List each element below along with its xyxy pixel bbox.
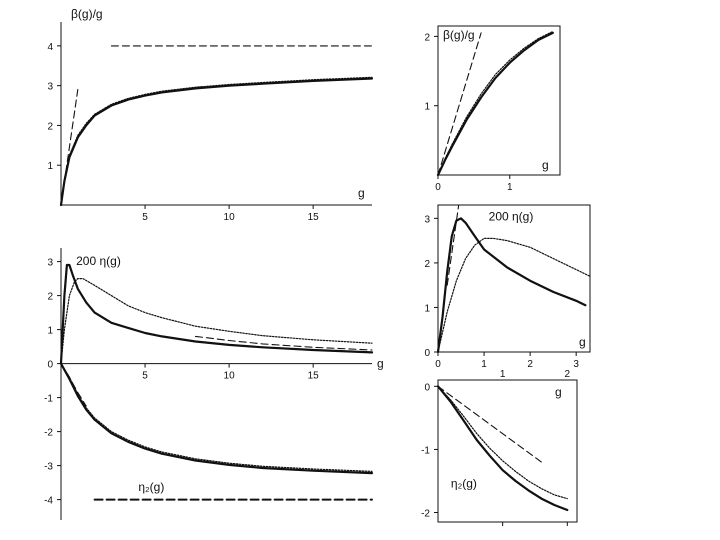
eta-main-ytick-label: 3 (47, 258, 53, 269)
eta-main-ytick-label: -3 (44, 462, 53, 473)
eta2-inset-annotation-0: η₂(g) (451, 476, 477, 490)
eta-inset-ytick-label: 3 (424, 214, 430, 225)
beta-inset-series-1-dotted (437, 30, 554, 176)
beta-inset-series-2-dashed (437, 32, 482, 176)
beta-main-ytick-label: 3 (47, 82, 53, 93)
eta-main-series-3-solid (59, 362, 374, 475)
eta2-inset-ytick-label: -2 (421, 509, 430, 520)
eta-inset-series-1-dotted (437, 237, 591, 353)
eta-inset-ytick-label: 1 (424, 303, 430, 314)
beta-inset-ytick-label: 1 (424, 102, 430, 113)
eta-main-xtick-label: 5 (142, 371, 148, 382)
eta-main-ytick-label: 0 (47, 360, 53, 371)
eta2-inset-series-0-solid (436, 385, 569, 512)
beta-inset-ytick-label: 2 (424, 32, 430, 43)
eta-main-series-2-dashed (194, 335, 373, 351)
eta-inset-xtick-label: 1 (481, 359, 487, 370)
eta-main-xtick-label: 15 (308, 371, 320, 382)
eta2-inset-series-2-dashed (437, 385, 542, 463)
eta-main-annotation-1: η₂(g) (138, 480, 164, 494)
beta-inset-panel: 0 1 1 2 β(g)/g g (424, 25, 561, 193)
eta2-inset-panel: 1 2 0 -1 -2 g η₂(g) (421, 369, 578, 526)
eta-main-series-1-dotted (60, 278, 373, 365)
eta-inset-ytick-label: 2 (424, 259, 430, 270)
beta-main-panel: 5 10 15 1 2 3 4 β(g)/g g (47, 7, 374, 223)
eta2-inset-ytick-label: 0 (424, 382, 430, 393)
eta-main-series-0-solid (59, 263, 374, 365)
eta-main-ytick-label: 1 (47, 326, 53, 337)
eta-main-ytick-label: -1 (44, 394, 53, 405)
eta-main-xlabel: g (377, 357, 384, 371)
eta-main-ytick-label: -2 (44, 428, 53, 439)
eta-inset-xtick-label: 3 (573, 359, 579, 370)
beta-inset-xlabel: g (542, 158, 549, 172)
eta2-inset-xtick-label: 2 (565, 369, 571, 380)
eta-main-series-5-dashed (60, 363, 87, 407)
eta2-inset-ytick-label: -1 (421, 445, 430, 456)
beta-main-xtick-label: 10 (224, 212, 236, 223)
beta-inset-series-0-solid (436, 31, 554, 177)
eta2-inset-xlabel: g (555, 385, 562, 399)
eta-main-annotation-0: 200 η(g) (76, 254, 121, 268)
beta-main-series-2-dashed (60, 89, 79, 206)
eta-inset-xtick-label: 0 (435, 359, 441, 370)
beta-main-xtick-label: 15 (308, 212, 320, 223)
eta-inset-xtick-label: 2 (527, 359, 533, 370)
beta-main-series-0-solid (59, 77, 374, 207)
beta-inset-xtick-label: 0 (435, 182, 441, 193)
beta-main-ytick-label: 4 (47, 42, 53, 53)
eta-inset-annotation-0: 200 η(g) (489, 210, 534, 224)
eta-inset-frame (437, 204, 591, 353)
eta2-inset-series-1-dotted (437, 385, 568, 500)
beta-main-ytick-label: 2 (47, 121, 53, 132)
eta-inset-series-2-dashed (446, 204, 460, 286)
beta-inset-frame (437, 25, 561, 176)
eta-main-panel: 5 10 15 -4 -3 -2 -1 0 1 2 3 g 200 η(g) η₂(g) (44, 248, 384, 520)
beta-main-ytick-label: 1 (47, 161, 53, 172)
eta-inset-series-0-solid (436, 217, 587, 354)
beta-inset-xtick-label: 1 (507, 182, 513, 193)
eta-main-series-4-dotted (60, 363, 373, 472)
beta-main-ylabel: β(g)/g (71, 7, 103, 21)
eta-inset-ytick-label: 0 (424, 348, 430, 359)
eta-main-ytick-label: 2 (47, 292, 53, 303)
eta-inset-xlabel: g (579, 335, 586, 349)
beta-main-xtick-label: 5 (142, 212, 148, 223)
eta2-inset-xtick-label: 1 (500, 369, 506, 380)
eta-main-ytick-label: -4 (44, 496, 53, 507)
eta-main-xtick-label: 10 (224, 371, 236, 382)
beta-main-series-1-dotted (60, 76, 373, 206)
beta-inset-ylabel: β(g)/g (443, 28, 475, 42)
eta2-inset-frame (437, 379, 578, 523)
beta-main-xlabel: g (358, 186, 365, 200)
